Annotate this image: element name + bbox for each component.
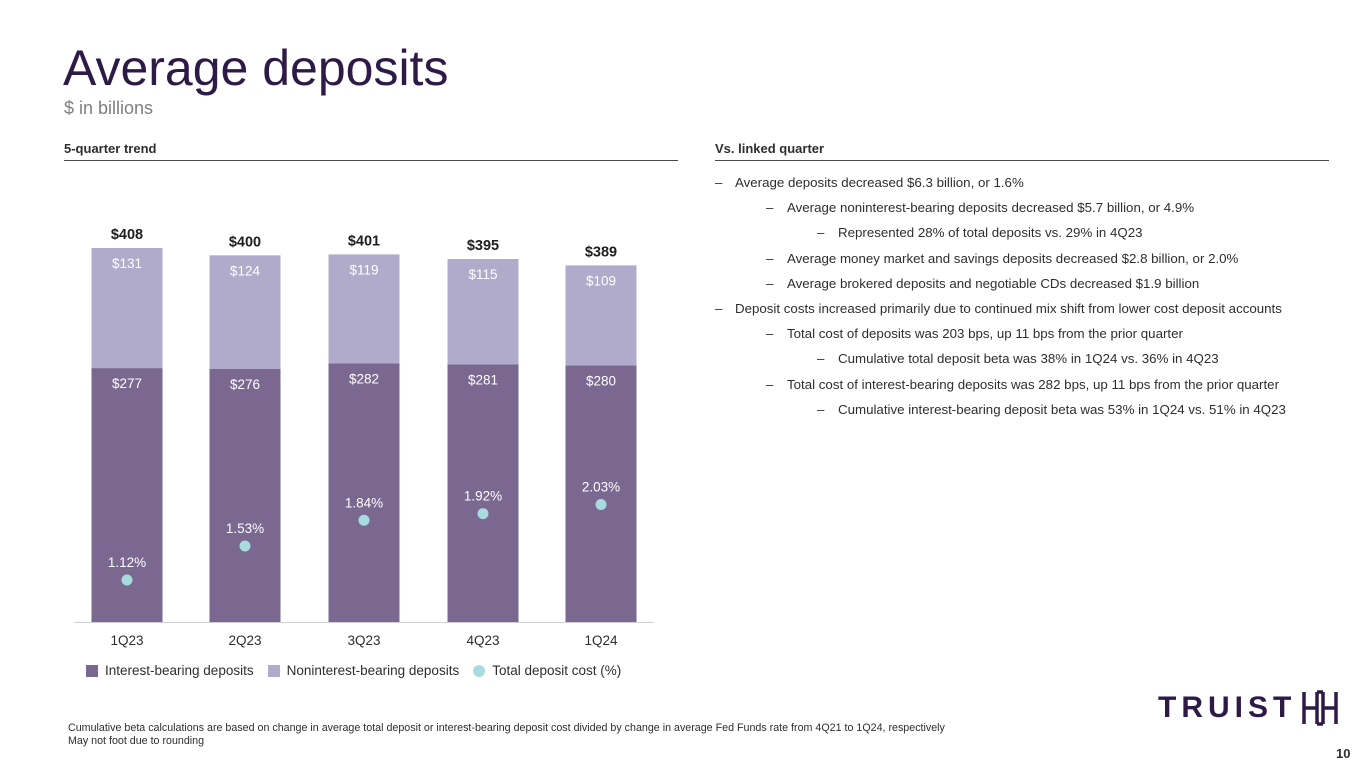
bullet-item: – Average brokered deposits and negotiabl… bbox=[715, 271, 1355, 296]
bullet-item: – Total cost of interest-bearing deposits… bbox=[715, 372, 1355, 397]
bullet-text: Total cost of deposits was 203 bps, up 1… bbox=[787, 326, 1183, 342]
footnote-beta: Cumulative beta calculations are based o… bbox=[68, 722, 945, 734]
bar-total-label: $395 bbox=[467, 238, 499, 254]
bullet-text: Cumulative total deposit beta was 38% in… bbox=[838, 351, 1219, 367]
bar-label-noninterest-bearing: $119 bbox=[349, 262, 378, 277]
bar-label-noninterest-bearing: $131 bbox=[112, 256, 142, 271]
truist-wordmark: TRUIST bbox=[1158, 691, 1297, 724]
deposit-cost-label: 2.03% bbox=[582, 480, 620, 495]
page-title: Average deposits bbox=[63, 40, 449, 96]
bullet-item: – Represented 28% of total deposits vs. 2… bbox=[715, 220, 1355, 245]
legend-swatch-interest-bearing bbox=[86, 664, 98, 677]
x-tick-label: 4Q23 bbox=[466, 633, 499, 648]
x-tick-label: 1Q23 bbox=[110, 633, 143, 648]
bar-label-noninterest-bearing: $115 bbox=[468, 267, 497, 282]
deposits-chart: $277 $131 $408 1.12% 1Q23 $276 $124 $400 1.53% 2Q… bbox=[74, 227, 654, 648]
deposit-cost-point bbox=[121, 574, 133, 586]
linked-quarter-heading: Vs. linked quarter bbox=[715, 141, 825, 156]
page-number: 10 bbox=[1336, 746, 1351, 761]
deposit-cost-point bbox=[477, 508, 489, 520]
bullet-dash: – bbox=[817, 225, 825, 241]
deposit-cost-label: 1.92% bbox=[464, 489, 502, 504]
bullet-dash: – bbox=[715, 175, 723, 190]
bullet-dash: – bbox=[766, 326, 774, 342]
bar-interest-bearing bbox=[328, 363, 400, 622]
legend-label-deposit-cost: Total deposit cost (%) bbox=[492, 663, 622, 678]
legend-label-noninterest-bearing: Noninterest-bearing deposits bbox=[286, 663, 460, 678]
bar-noninterest-bearing bbox=[209, 255, 281, 369]
bullet-item: – Total cost of deposits was 203 bps, up … bbox=[715, 321, 1355, 346]
page-subtitle: $ in billions bbox=[64, 98, 154, 118]
trend-heading: 5-quarter trend bbox=[64, 141, 157, 156]
chart-legend: Interest-bearing deposits Noninterest-be… bbox=[86, 663, 635, 678]
legend-label-interest-bearing: Interest-bearing deposits bbox=[105, 663, 254, 678]
bullet-dash: – bbox=[766, 200, 774, 216]
bullet-text: Average brokered deposits and negotiable… bbox=[787, 275, 1200, 291]
bullet-text: Deposit costs increased primarily due to… bbox=[735, 301, 1282, 317]
bullet-text: Represented 28% of total deposits vs. 29… bbox=[838, 225, 1143, 241]
deposit-cost-point bbox=[239, 540, 251, 552]
bar-label-interest-bearing: $281 bbox=[468, 372, 498, 387]
legend-swatch-deposit-cost bbox=[473, 664, 486, 677]
bullet-item: – Average deposits decreased $6.3 billion… bbox=[715, 170, 1355, 195]
bar-label-interest-bearing: $276 bbox=[230, 377, 260, 392]
legend-swatch-noninterest-bearing bbox=[267, 664, 280, 677]
bar-label-noninterest-bearing: $109 bbox=[586, 273, 616, 288]
bar-interest-bearing bbox=[447, 364, 519, 622]
linked-quarter-bullets: – Average deposits decreased $6.3 billion… bbox=[715, 170, 1355, 422]
deposit-cost-point bbox=[595, 499, 607, 511]
bullet-item: – Average noninterest-bearing deposits de… bbox=[715, 195, 1355, 220]
legend-item-deposit-cost: Total deposit cost (%) bbox=[473, 663, 621, 678]
footnotes: Cumulative beta calculations are based o… bbox=[68, 722, 945, 748]
bullet-dash: – bbox=[715, 301, 723, 317]
bar-noninterest-bearing bbox=[328, 254, 400, 364]
x-tick-label: 2Q23 bbox=[228, 633, 261, 648]
bar-noninterest-bearing bbox=[91, 248, 163, 369]
deposit-cost-label: 1.84% bbox=[345, 495, 383, 510]
bar-label-interest-bearing: $282 bbox=[349, 372, 379, 387]
bar-total-label: $408 bbox=[111, 227, 143, 243]
deposit-cost-label: 1.53% bbox=[226, 521, 264, 536]
bar-total-label: $389 bbox=[585, 244, 617, 260]
truist-logo: TRUIST bbox=[1158, 688, 1340, 728]
bar-total-label: $401 bbox=[348, 233, 380, 249]
bullet-text: Average deposits decreased $6.3 billion,… bbox=[735, 175, 1024, 190]
bar-label-noninterest-bearing: $124 bbox=[230, 263, 261, 278]
bar-total-label: $400 bbox=[229, 234, 261, 250]
bullet-text: Cumulative interest-bearing deposit beta… bbox=[838, 401, 1286, 417]
bar-noninterest-bearing bbox=[447, 259, 519, 365]
x-tick-label: 1Q24 bbox=[584, 633, 618, 648]
bullet-item: – Cumulative total deposit beta was 38% i… bbox=[715, 346, 1355, 371]
bar-noninterest-bearing bbox=[565, 265, 637, 366]
bullet-dash: – bbox=[766, 275, 774, 291]
linked-quarter-divider bbox=[715, 160, 1329, 161]
bar-interest-bearing bbox=[565, 365, 637, 622]
truist-mark-icon bbox=[1302, 690, 1339, 726]
legend-item-interest-bearing: Interest-bearing deposits bbox=[86, 663, 254, 678]
deposit-cost-point bbox=[358, 514, 370, 526]
deposit-cost-label: 1.12% bbox=[108, 555, 146, 570]
bullet-item: – Deposit costs increased primarily due t… bbox=[715, 296, 1355, 321]
bar-label-interest-bearing: $280 bbox=[586, 373, 616, 388]
x-tick-label: 3Q23 bbox=[347, 633, 380, 648]
bullet-item: – Cumulative interest-bearing deposit bet… bbox=[715, 397, 1355, 422]
footnote-rounding: May not foot due to rounding bbox=[68, 735, 205, 747]
bullet-item: – Average money market and savings deposi… bbox=[715, 246, 1355, 271]
bullet-text: Total cost of interest-bearing deposits … bbox=[787, 376, 1280, 392]
bullet-text: Average money market and savings deposit… bbox=[787, 250, 1239, 266]
bar-label-interest-bearing: $277 bbox=[112, 376, 142, 391]
bar-interest-bearing bbox=[209, 369, 281, 622]
trend-divider bbox=[64, 160, 678, 161]
bullet-dash: – bbox=[817, 351, 825, 367]
bullet-dash: – bbox=[766, 250, 774, 266]
legend-item-noninterest-bearing: Noninterest-bearing deposits bbox=[267, 663, 460, 678]
bullet-dash: – bbox=[766, 376, 774, 392]
bullet-dash: – bbox=[817, 401, 825, 417]
bullet-text: Average noninterest-bearing deposits dec… bbox=[787, 200, 1195, 216]
